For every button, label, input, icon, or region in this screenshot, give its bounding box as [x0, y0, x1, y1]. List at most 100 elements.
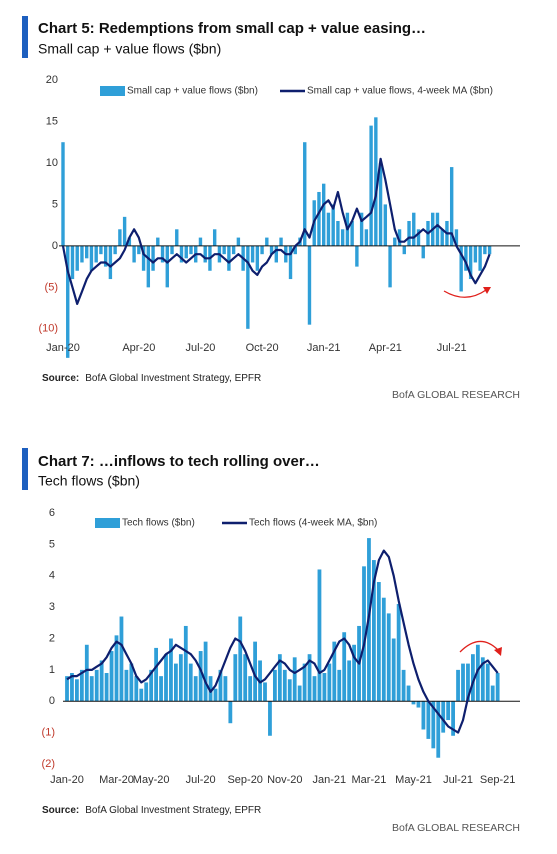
bar	[322, 183, 326, 246]
bar	[487, 245, 492, 255]
bar	[183, 625, 188, 702]
bar	[376, 582, 381, 702]
x-tick-label: Jan-20	[46, 342, 80, 354]
bar	[302, 663, 307, 702]
bar	[416, 229, 421, 246]
bar	[269, 245, 274, 255]
bar	[359, 212, 364, 246]
bar	[231, 245, 236, 255]
bar	[103, 245, 108, 267]
annotation-arrow	[443, 289, 487, 298]
legend-swatch	[100, 86, 125, 96]
bar	[227, 245, 231, 271]
bar	[412, 212, 416, 246]
bar	[307, 654, 312, 702]
legend-swatch	[95, 518, 120, 528]
y-tick-label: (5)	[45, 281, 58, 293]
bar	[421, 245, 425, 259]
bar	[160, 245, 165, 263]
bar	[119, 616, 124, 702]
bar	[411, 701, 416, 705]
x-tick-label: Jul-21	[437, 342, 467, 354]
bar	[61, 142, 65, 246]
y-tick-label: 15	[46, 115, 58, 127]
y-tick-label: (1)	[42, 727, 55, 739]
brand: BofA GLOBAL RESEARCH	[392, 389, 520, 401]
y-tick-label: 4	[49, 570, 55, 582]
y-tick-label: 1	[49, 664, 55, 676]
x-tick-label: May-21	[395, 774, 432, 786]
bar	[317, 191, 321, 246]
bar	[386, 613, 391, 702]
chart-subtitle: Tech flows ($bn)	[38, 473, 140, 489]
bar	[391, 638, 396, 702]
bar	[139, 688, 144, 702]
y-tick-label: 0	[52, 240, 58, 252]
bar	[401, 669, 406, 702]
bar	[303, 142, 307, 246]
bar	[431, 701, 436, 749]
bar	[233, 654, 238, 702]
x-tick-label: Jul-21	[443, 774, 473, 786]
bar	[312, 676, 317, 702]
bar	[89, 245, 94, 271]
source-text: BofA Global Investment Strategy, EPFR	[85, 373, 261, 384]
bar	[347, 660, 352, 702]
bar	[337, 669, 342, 702]
bar	[203, 245, 207, 263]
bar	[203, 641, 208, 702]
annotation-arrow	[459, 640, 499, 653]
legend-label: Small cap + value flows, 4-week MA ($bn)	[307, 86, 493, 97]
bar	[188, 663, 193, 702]
bar	[118, 229, 122, 246]
bar	[137, 245, 141, 255]
bar	[198, 237, 203, 246]
chart-title: Chart 7: …inflows to tech rolling over…	[38, 453, 320, 470]
bar	[134, 676, 139, 702]
bar	[127, 237, 132, 246]
bar	[441, 701, 446, 733]
bar	[223, 676, 228, 702]
bar	[263, 682, 267, 702]
chart-title: Chart 5: Redemptions from small cap + va…	[38, 20, 426, 37]
bar	[65, 676, 69, 702]
ma-line	[61, 157, 491, 305]
bar	[89, 676, 94, 702]
bar	[435, 212, 440, 246]
bar	[277, 654, 282, 702]
bar	[456, 669, 460, 702]
brand: BofA GLOBAL RESEARCH	[392, 822, 520, 834]
chart-subtitle: Small cap + value flows ($bn)	[38, 41, 221, 57]
bar	[154, 647, 158, 702]
bar	[268, 701, 272, 736]
bar	[293, 245, 297, 255]
bar	[372, 560, 376, 702]
bar	[122, 216, 127, 246]
x-tick-label: Mar-21	[352, 774, 387, 786]
bar	[292, 657, 297, 702]
bar	[340, 229, 345, 246]
y-tick-label: 20	[46, 74, 58, 86]
bar	[446, 701, 451, 721]
bar	[80, 245, 84, 263]
bar	[246, 245, 250, 329]
bar	[374, 117, 378, 246]
bar	[464, 245, 468, 271]
bar	[483, 245, 487, 255]
arrow-head	[483, 287, 491, 294]
bar	[342, 632, 347, 702]
bar	[253, 641, 257, 702]
bar	[265, 237, 269, 246]
bar	[459, 245, 463, 292]
bar	[326, 212, 331, 246]
bar	[170, 245, 174, 255]
x-tick-label: Apr-20	[122, 342, 155, 354]
bar	[156, 237, 160, 246]
bar	[421, 701, 426, 730]
source: Source: BofA Global Investment Strategy, …	[42, 373, 261, 384]
title-bar	[22, 448, 28, 490]
bar	[355, 245, 359, 267]
bar	[212, 229, 217, 246]
bar	[397, 229, 402, 246]
bar	[407, 221, 411, 246]
